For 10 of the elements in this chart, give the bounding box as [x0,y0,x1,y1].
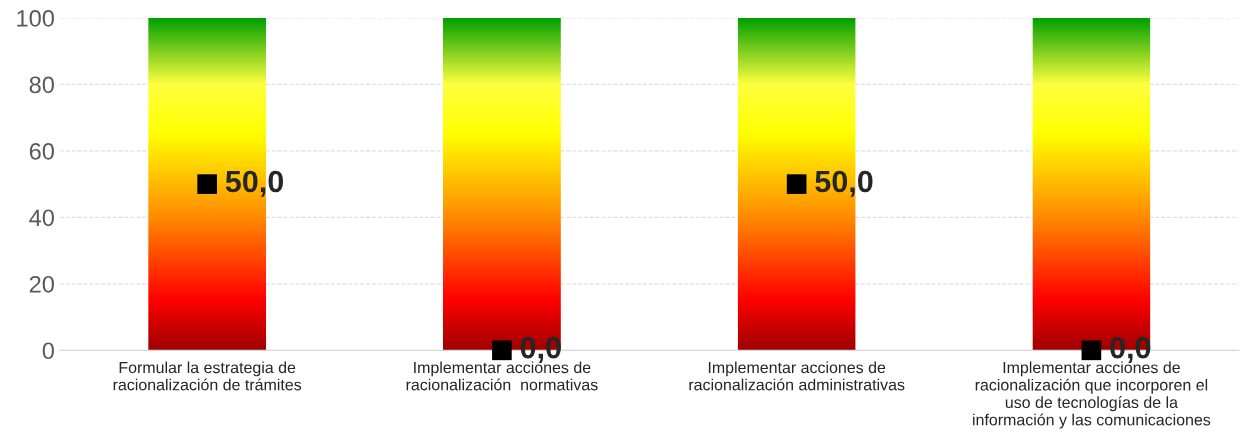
y-tick-label: 20 [29,275,54,293]
y-tick-label: 80 [29,76,54,94]
y-tick-label: 60 [29,142,54,160]
y-tick-label: 100 [17,9,54,27]
y-tick-label: 0 [42,342,54,360]
x-tick-label: Formular la estrategia de racionalización de trámites [113,361,302,391]
x-tick-label: Implementar acciones de racionalización normativas [406,361,598,391]
x-tick-label: Implementar acciones de racionalización que incorporen el uso de tecnologías de la información y las comunicaciones [973,361,1211,429]
x-tick-label: Implementar acciones de racionalización administrativas [689,361,905,391]
y-tick-label: 40 [29,209,54,227]
